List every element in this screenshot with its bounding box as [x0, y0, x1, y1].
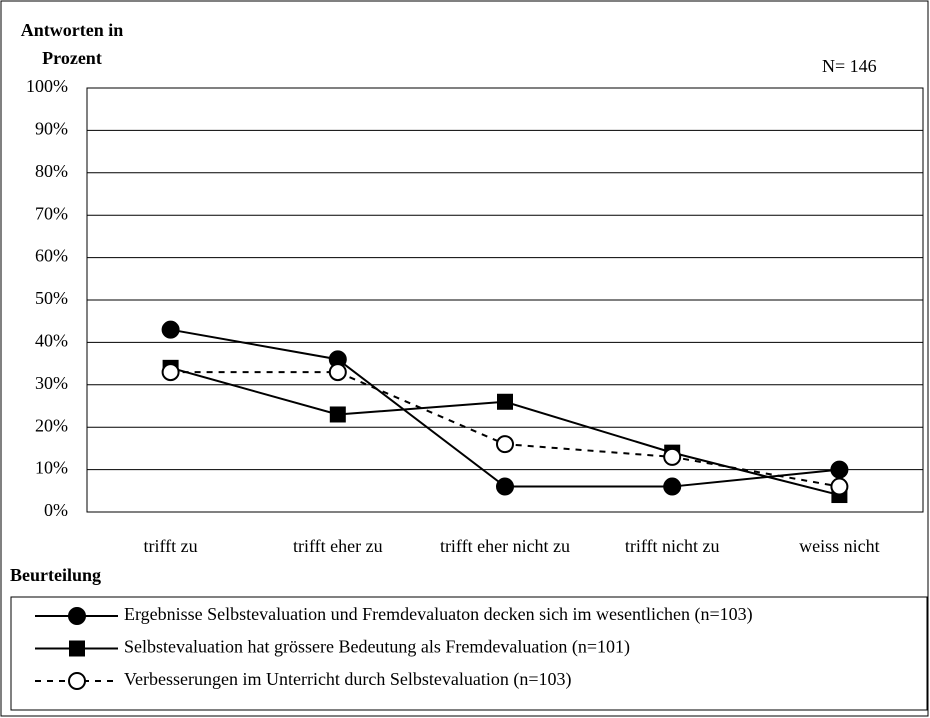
x-tick-label: trifft nicht zu	[624, 536, 720, 556]
x-tick-label: trifft zu	[143, 536, 198, 556]
x-tick-label: trifft eher zu	[292, 536, 383, 556]
legend-box	[10, 596, 928, 711]
y-tick-label: 90%	[35, 119, 68, 139]
x-tick-label: weiss nicht	[799, 536, 880, 556]
y-tick-label: 30%	[35, 373, 68, 393]
y-axis-label: Antworten in Prozent	[20, 20, 124, 68]
y-tick-label: 0%	[44, 500, 68, 520]
x-axis-label: Beurteilung	[10, 565, 101, 585]
marker	[830, 460, 849, 479]
y-tick-label: 40%	[35, 331, 68, 351]
marker	[497, 393, 513, 410]
y-tick-label: 50%	[35, 288, 68, 308]
annotation: N= 146	[822, 56, 877, 76]
marker	[161, 363, 180, 382]
marker	[329, 406, 346, 423]
legend-label: Ergebnisse Selbstevaluation und Fremdeva…	[124, 604, 753, 625]
marker	[663, 477, 682, 496]
legend-label: Selbstevaluation hat grössere Bedeutung …	[124, 637, 630, 658]
x-tick-label: trifft eher nicht zu	[439, 536, 571, 556]
y-tick-label: 80%	[35, 161, 68, 181]
legend-label: Verbesserungen im Unterricht durch Selbs…	[124, 669, 572, 690]
y-tick-label: 10%	[35, 458, 68, 478]
y-tick-label: 70%	[35, 203, 68, 223]
legend-marker	[68, 672, 86, 690]
marker	[496, 477, 514, 496]
y-tick-label: 60%	[35, 246, 68, 266]
marker	[328, 363, 347, 382]
marker	[161, 320, 180, 339]
y-tick-label: 100%	[26, 76, 68, 96]
legend-marker	[68, 607, 86, 625]
legend-marker	[69, 640, 85, 657]
marker	[663, 447, 682, 466]
marker	[830, 477, 849, 496]
marker	[496, 435, 514, 454]
y-tick-label: 20%	[35, 415, 68, 435]
